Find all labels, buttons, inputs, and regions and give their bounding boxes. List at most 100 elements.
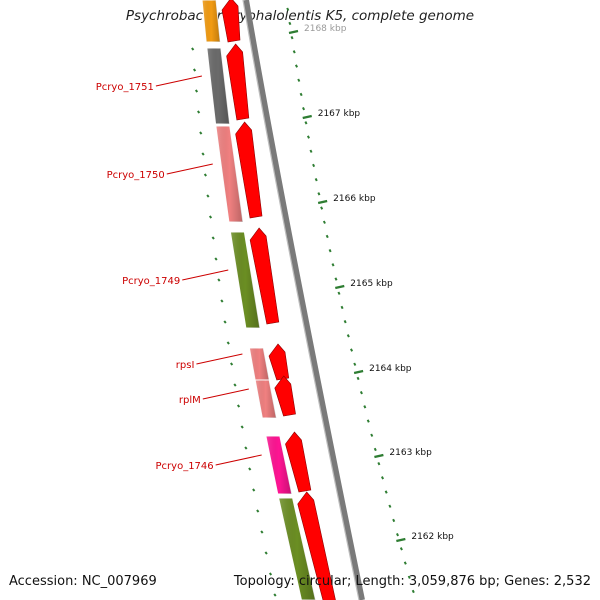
scale-tick [350, 348, 354, 352]
gene-track-tick [206, 194, 210, 198]
scale-tick [370, 433, 374, 437]
scale-tick [384, 490, 388, 494]
gene-leader-line [182, 269, 229, 281]
scale-tick [353, 362, 357, 366]
gene-track-tick [217, 278, 221, 282]
scale-major-tick [335, 284, 345, 290]
gene-block-shade [278, 498, 316, 600]
scale-tick [392, 518, 396, 523]
scale-tick [288, 21, 292, 26]
gene-track-tick [264, 551, 268, 555]
cds-arrow [226, 43, 250, 121]
gene-label: Pcryo_1750 [107, 170, 165, 181]
gene-track-tick [192, 68, 197, 72]
scale-major-tick [374, 453, 384, 459]
gene-label: rplM [179, 395, 201, 406]
scale-label: 2164 kbp [369, 364, 412, 374]
gene-track-tick [252, 488, 256, 492]
gene-track-tick [233, 383, 237, 387]
gene-track-tick [208, 215, 213, 219]
scale-tick [411, 589, 415, 594]
scale-tick [396, 532, 400, 537]
scale-major-tick [317, 199, 328, 205]
cds-arrow [268, 343, 290, 381]
scale-label: 2163 kbp [389, 448, 432, 458]
gene-track-tick [196, 110, 201, 114]
gene-leader-line [196, 353, 243, 365]
scale-tick [381, 476, 385, 480]
gene-track-tick [194, 89, 199, 93]
cds-arrow [235, 121, 263, 219]
gene-block-shade [215, 126, 243, 222]
scale-tick [325, 234, 329, 239]
gene-track-tick [214, 257, 218, 261]
gene-track-tick [203, 173, 208, 177]
gene-track-tick [201, 152, 205, 156]
gene-track-tick [211, 236, 215, 240]
scale-tick [399, 547, 403, 551]
scale-label: 2167 kbp [318, 109, 361, 119]
gene-track-tick [220, 299, 224, 303]
scale-tick [297, 78, 301, 82]
scale-tick [299, 92, 303, 97]
gene-track-tick [199, 131, 203, 135]
scale-tick [346, 334, 350, 338]
cds-arrow [297, 491, 336, 600]
scale-tick [286, 7, 290, 11]
gene-label: rpsI [176, 360, 195, 371]
scale-tick [312, 163, 316, 168]
scale-major-tick [353, 369, 364, 375]
scale-tick [331, 263, 335, 267]
gene-track-tick [226, 341, 230, 345]
gene-track-tick [244, 446, 248, 450]
genome-backbone [243, 0, 365, 600]
scale-tick [304, 121, 308, 125]
gene-track-tick [273, 593, 277, 597]
scale-tick [388, 504, 392, 508]
scale-tick [294, 64, 298, 68]
scale-tick [340, 305, 344, 310]
scale-tick [317, 192, 321, 196]
scale-tick [356, 376, 360, 381]
cds-arrow [249, 227, 280, 325]
gene-leader-line [215, 454, 262, 466]
gene-track-tick [240, 425, 244, 429]
scale-tick [322, 220, 326, 224]
gene-block-shade [265, 436, 292, 494]
gene-track-tick [248, 467, 252, 471]
cds-arrow [274, 375, 296, 417]
scale-tick [359, 390, 363, 395]
scale-tick [306, 135, 310, 139]
gene-block-shade [206, 48, 230, 124]
scale-major-tick [288, 29, 299, 35]
genome-summary-text: Topology: circular; Length: 3,059,876 bp… [233, 574, 591, 589]
scale-tick [373, 447, 377, 452]
scale-tick [343, 319, 347, 324]
scale-tick [314, 177, 318, 182]
gene-track-tick [223, 320, 227, 324]
scale-tick [337, 291, 341, 295]
scale-tick [363, 405, 367, 409]
scale-tick [292, 50, 296, 54]
genome-backbone-highlight [242, 0, 360, 600]
gene-track-tick [191, 47, 195, 51]
gene-leader-line [155, 75, 203, 87]
scale-label: 2166 kbp [333, 194, 376, 204]
gene-block-shade [230, 232, 260, 328]
gene-block-shade [255, 380, 277, 418]
gene-track-tick [260, 530, 264, 534]
scale-tick [328, 248, 332, 253]
gene-block-shade [202, 0, 221, 42]
gene-track-tick [236, 404, 241, 408]
cds-arrow [221, 0, 241, 43]
scale-tick [320, 206, 324, 210]
scale-tick [377, 461, 381, 466]
scale-tick [407, 575, 411, 579]
scale-label: 2162 kbp [411, 532, 454, 542]
gene-leader-line [202, 388, 249, 400]
scale-major-tick [302, 114, 312, 120]
scale-tick [309, 149, 313, 153]
scale-major-tick [396, 537, 406, 543]
scale-tick [366, 419, 370, 423]
